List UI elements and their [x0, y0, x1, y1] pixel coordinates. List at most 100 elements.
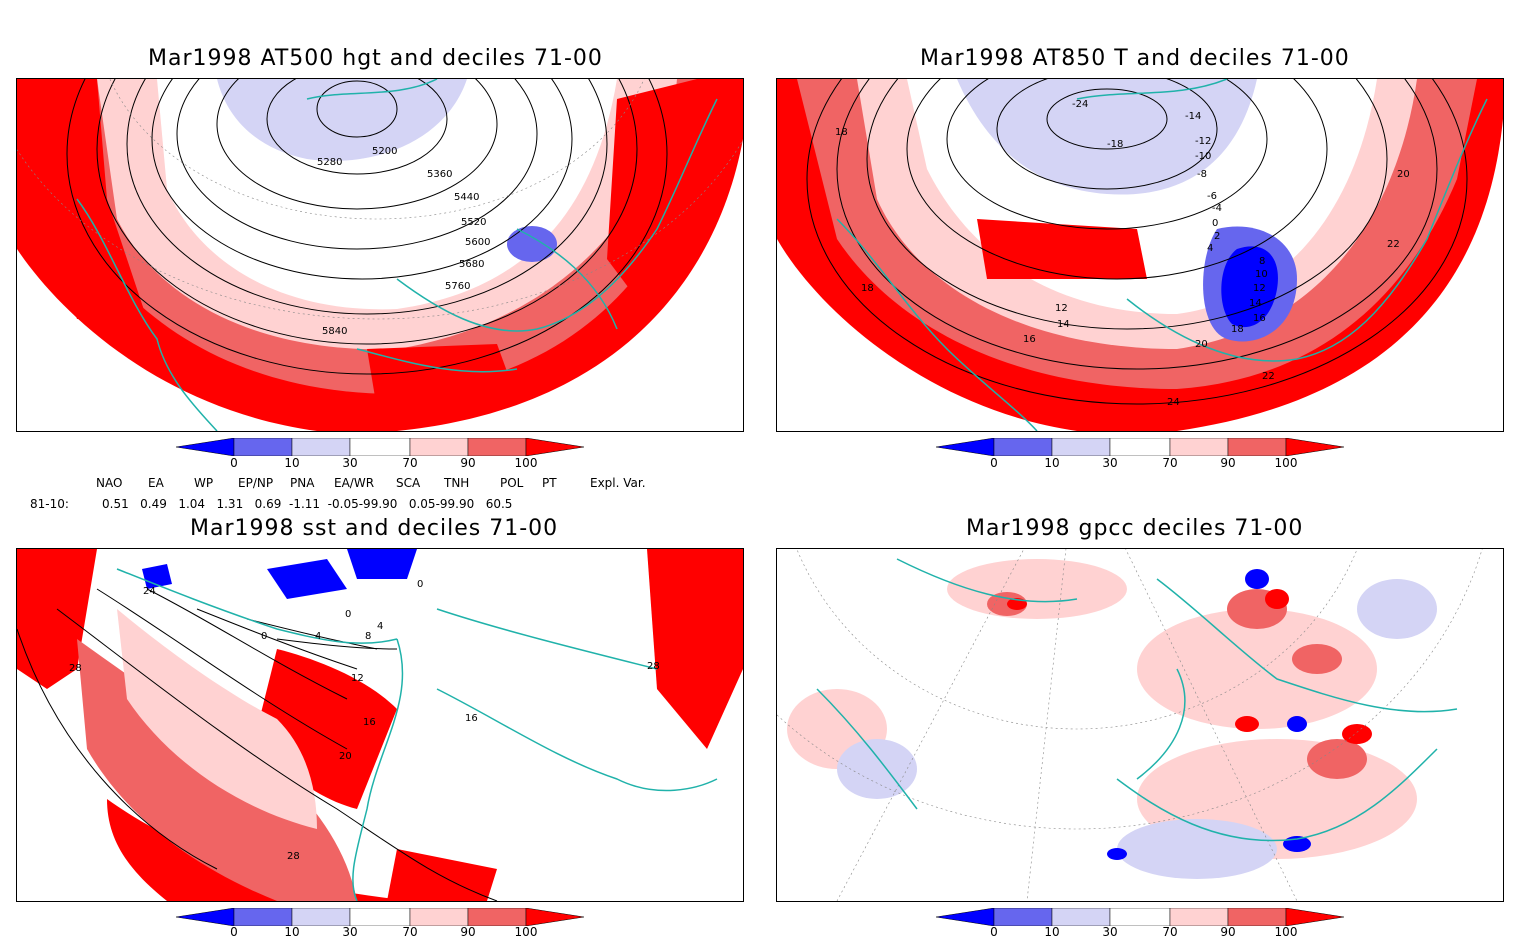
- shade-red-light: [1137, 609, 1377, 729]
- map-gpcc-svg: [777, 549, 1483, 901]
- colorbar-swatch: [935, 437, 995, 457]
- coastline: [116, 568, 398, 644]
- contour-label: 12: [1253, 283, 1266, 294]
- shade-red-light: [947, 559, 1127, 619]
- colorbar-tick: 90: [1220, 456, 1236, 470]
- shade-red-strong: [107, 799, 417, 901]
- contour-label: 8: [1259, 256, 1265, 267]
- shade-blue-strong: [1245, 569, 1269, 589]
- contour-line: [176, 79, 538, 250]
- shade-blue-light: [1117, 819, 1277, 879]
- shade-red-strong: [647, 549, 743, 749]
- colorbar-tick: 90: [460, 456, 476, 470]
- shade-blue-strong: [1287, 716, 1307, 732]
- colorbar-tick: 100: [514, 456, 538, 470]
- contour-line: [126, 79, 608, 315]
- contour-label: 24: [143, 586, 156, 597]
- contour-label: 4: [315, 631, 321, 642]
- coastline: [436, 688, 718, 792]
- contour-label: -8: [1197, 169, 1207, 180]
- contour-label: 16: [1253, 313, 1266, 324]
- colorbar-swatch: [1227, 907, 1287, 927]
- contour-label: 20: [339, 751, 352, 762]
- colorbar-swatches: [935, 437, 1345, 457]
- map-sst-svg: 0 0 0 4 4 8 12 16 16 20 24 28 28 28: [17, 549, 743, 901]
- contour-line: [56, 608, 498, 901]
- shade-blue-strong: [347, 549, 417, 579]
- contour-line: [316, 80, 398, 138]
- panel-title-gpcc: Mar1998 gpcc deciles 71-00: [966, 516, 1304, 541]
- coastline: [816, 688, 918, 810]
- contour-label: 14: [1249, 298, 1262, 309]
- colorbar-tick: 0: [230, 925, 238, 939]
- colorbar-swatch: [525, 907, 585, 927]
- colorbar-swatches: [175, 907, 585, 927]
- coastline: [896, 558, 1078, 603]
- contour-label: 16: [1023, 334, 1036, 345]
- colorbar-swatch: [233, 907, 293, 927]
- colorbar-swatch: [1227, 437, 1287, 457]
- colorbar-tick: 100: [514, 925, 538, 939]
- index-header: WP: [194, 476, 214, 490]
- contour-label: 4: [377, 621, 383, 632]
- coastline: [76, 198, 218, 431]
- colorbar-swatch: [1051, 907, 1111, 927]
- colorbar-swatch: [1285, 907, 1345, 927]
- contour-label: 28: [647, 661, 660, 672]
- map-z500: 5200 5280 5360 5440 5520 5600 5680 5760 …: [16, 78, 744, 432]
- index-header: EA/WR: [334, 476, 375, 490]
- shade-blue-strong: [1107, 848, 1127, 860]
- colorbar-bottom-left: 0 10 30 70 90 100: [175, 907, 588, 940]
- panel-title-sst: Mar1998 sst and deciles 71-00: [190, 516, 559, 541]
- shade-red-strong: [1235, 716, 1259, 732]
- contour-label: 18: [1231, 324, 1244, 335]
- coastline: [436, 608, 658, 670]
- contour-label: 0: [1212, 218, 1218, 229]
- coastline: [356, 348, 518, 373]
- shade-red-mid: [1307, 739, 1367, 779]
- colorbar-swatch: [349, 437, 411, 457]
- index-header: PT: [542, 476, 557, 490]
- index-table: NAO EA WP EP/NP PNA EA/WR SCA TNH POL PT…: [0, 476, 760, 516]
- colorbar-swatch: [233, 437, 293, 457]
- contour-label: 4: [1207, 243, 1213, 254]
- contour-label: 5440: [454, 192, 479, 203]
- colorbar-tick: 30: [1102, 925, 1118, 939]
- colorbar-swatch: [291, 437, 351, 457]
- contour-label: -6: [1207, 191, 1217, 202]
- contour-label: 5280: [317, 157, 342, 168]
- index-header: TNH: [444, 476, 470, 490]
- map-z500-svg: 5200 5280 5360 5440 5520 5600 5680 5760 …: [17, 79, 743, 431]
- contour-label: 0: [345, 609, 351, 620]
- panel-title-t850: Mar1998 AT850 T and deciles 71-00: [920, 46, 1350, 71]
- map-sst: 0 0 0 4 4 8 12 16 16 20 24 28 28 28: [16, 548, 744, 902]
- shade-blue-light: [217, 79, 467, 161]
- colorbar-top-left: 0 10 30 70 90 100: [175, 437, 588, 478]
- contour-line: [196, 608, 358, 670]
- colorbar-tick: 100: [1274, 925, 1298, 939]
- colorbar-tick: 70: [402, 456, 418, 470]
- contour-label: 20: [1397, 169, 1410, 180]
- coastline: [1156, 578, 1458, 713]
- contour-line: [17, 628, 218, 870]
- index-header: EP/NP: [238, 476, 274, 490]
- contour-label: 0: [261, 631, 267, 642]
- coastline: [1076, 79, 1228, 100]
- shade-blue-light: [837, 739, 917, 799]
- contour-line: [906, 79, 1328, 280]
- contour-label: -12: [1195, 136, 1211, 147]
- contour-line: [266, 79, 448, 175]
- colorbar-swatch: [1109, 907, 1171, 927]
- contour-line: [996, 79, 1218, 190]
- contour-label: 0: [417, 579, 423, 590]
- contour-line: [1046, 88, 1168, 150]
- index-header: EA: [148, 476, 164, 490]
- colorbar-tick: 30: [342, 456, 358, 470]
- colorbar-tick: 0: [990, 925, 998, 939]
- contour-line: [246, 618, 378, 650]
- shade-red-patch: [367, 344, 517, 409]
- colorbar-swatch: [467, 907, 527, 927]
- coastline: [1136, 668, 1186, 780]
- contour-line: [836, 79, 1438, 370]
- shade-red-patch: [607, 79, 737, 299]
